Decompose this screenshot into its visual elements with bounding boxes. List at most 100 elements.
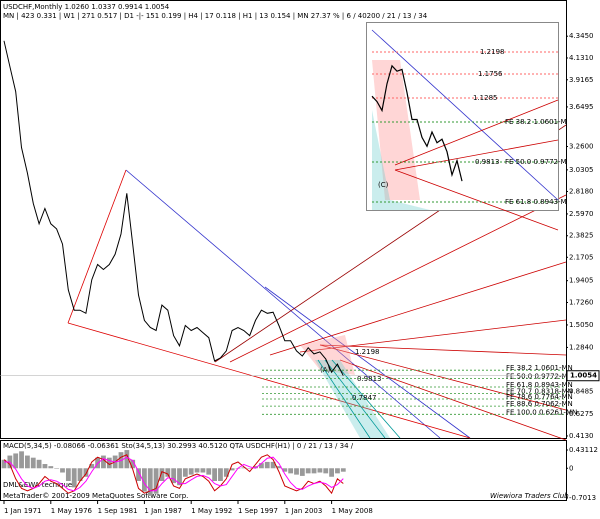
last-price-box [566,370,600,382]
macd-bar [130,459,136,469]
y-tick-label: -0.7013 [569,494,596,502]
macd-bar [253,466,258,469]
y-tick-label: 4.1310 [569,54,594,62]
macd-bar [147,468,153,496]
y-tick-label: 3.6495 [569,103,594,111]
macd-bar [229,468,235,471]
macd-bar [48,466,54,469]
macd-bar [317,468,323,473]
last-price-label: 1.0054 [570,372,597,380]
inset-label: 0.9813 [475,158,500,166]
y-tick-label: 3.9165 [569,76,594,84]
fib-label: FE 88.6 0.7062-MN [506,400,573,408]
x-tick-label: 1 Sep 1981 [98,507,138,515]
macd-bar [329,468,334,477]
fib-label: FE 100.0 0.6261-MN [506,408,577,416]
macd-bar [212,468,217,481]
y-tick-label: 3.2600 [569,143,594,151]
oscillator-line [4,456,344,492]
macd-bar [101,455,106,469]
macd-bar [106,457,112,469]
annotation: 0.7847 [352,394,377,402]
inset-label: FE 61.8 0.8943-M [505,198,567,206]
macd-bar [65,468,71,481]
y-tick-label: 3.0305 [569,166,594,174]
macd-bar [25,455,30,469]
annotation: 1.2198 [355,348,380,356]
fib-label: FE 38.2 1.0601-MN [506,364,573,372]
macd-bar [159,468,165,481]
macd-bar [218,468,223,481]
y-tick-label: 1.9405 [569,277,594,285]
fib-label: FE 70.7 0.8318-MN [506,387,573,395]
macd-bar [288,468,294,474]
macd-bar [153,468,159,494]
y-tick-label: 0.8485 [569,388,594,396]
fib-label: FE 61.8 0.8943-MN [506,381,573,389]
y-tick-label: 2.8180 [569,187,594,195]
macd-bar [247,468,253,469]
macd-bar [177,468,182,486]
x-tick-label: 1 Jan 2003 [285,507,323,515]
macd-bar [294,468,299,475]
inset-label: 1.1285 [473,94,498,102]
inset-label: 1.2198 [480,48,505,56]
macd-bar [323,468,329,474]
fib-label: FE 50.0 0.9772-MN [506,373,573,381]
inset-label: FE 50.0 0.9772-M [505,158,567,166]
macd-bar [19,451,24,469]
macd-bar [282,468,288,472]
macd-bar [200,468,206,473]
macd-bar [311,468,317,474]
chart-info: MN | 423 0.331 | W1 | 271 0.517 | D1 -|-… [3,12,428,20]
macd-bar [206,468,212,475]
x-tick-label: 1 May 1976 [51,507,93,515]
macd-bar [89,464,95,469]
footer: MetaTrader© 2001-2009 MetaQuotes Softwar… [3,492,188,500]
y-tick-label: 0.43112 [569,446,598,454]
y-tick-label: 1.2840 [569,343,594,351]
macd-bar [299,468,305,476]
macd-bar [36,459,42,469]
x-tick-label: 1 May 2008 [332,507,373,515]
fib-label: FE 78.6 0.7764-MN [506,393,573,401]
macd-bar [83,468,89,477]
y-tick-label: 0.6275 [569,410,594,418]
x-tick-label: 1 Jan 1971 [4,507,42,515]
macd-bar [194,468,200,473]
inset-label: 1.1756 [478,70,503,78]
macd-bar [136,468,141,481]
y-tick-label: 0.4130 [569,432,594,440]
indicator-title: MACD(5,34,5) -0.08066 -0.06361 Sto(34,5,… [3,442,354,450]
macd-bar [305,468,311,474]
macd-bar [71,468,77,488]
price-line [3,40,344,376]
inset-price-line [371,64,463,182]
macd-bar [276,466,282,469]
macd-bar [30,457,36,469]
annotation: 0.9813 [357,375,382,383]
macd-bar [182,468,188,477]
y-tick-label: 2.5970 [569,210,594,218]
macd-bar [165,468,171,477]
inset: 1.2198 1.1756 1.1285 0.9813 FE 38.2 1.06… [366,22,567,231]
y-tick-label: 1.7260 [569,298,594,306]
macd-bar [340,468,346,472]
macd-bar [223,468,229,477]
macd-bar [42,464,48,469]
macd-bar [13,453,19,469]
macd-bar [142,468,147,492]
y-tick-label: 2.1705 [569,253,594,261]
signature: Wiewiora Traders Club [490,492,569,500]
macd-bar [54,468,60,469]
annotation: (A) [320,366,331,374]
x-tick-label: 1 Sep 1997 [238,507,278,515]
macd-bar [270,461,276,469]
macd-bar [1,459,7,469]
y-tick-label: 0 [569,464,573,472]
inset-label: FE 38.2 1.0601-M [505,118,567,126]
macd-bar [60,468,65,473]
macd-bar [77,468,83,481]
chart-title: USDCHF,Monthly 1.0260 1.0337 0.9914 1.00… [3,3,170,11]
